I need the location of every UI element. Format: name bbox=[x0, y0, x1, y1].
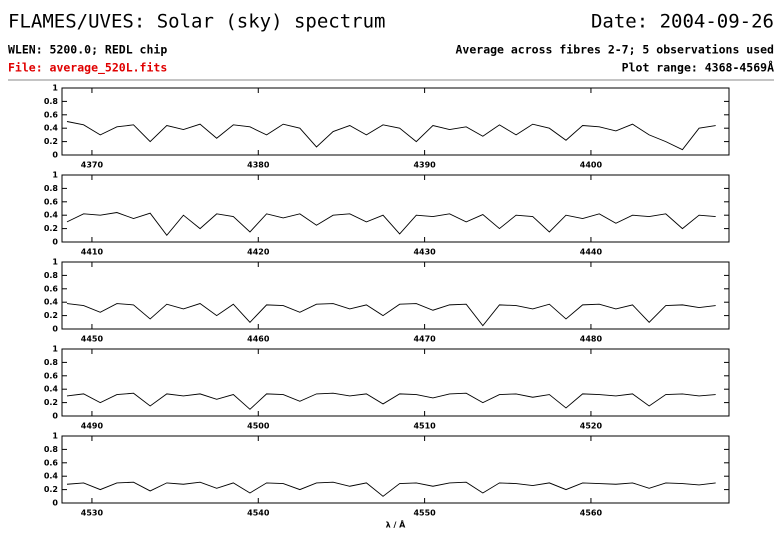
panel-frame bbox=[61, 87, 730, 156]
x-tick-label: 4520 bbox=[580, 422, 603, 431]
x-tick-label: 4370 bbox=[81, 161, 104, 170]
spectrum-line bbox=[66, 392, 716, 410]
x-tick-label: 4400 bbox=[580, 161, 603, 170]
y-tick-label: 0.4 bbox=[44, 298, 59, 307]
y-tick-label: 0 bbox=[52, 151, 58, 160]
y-tick-label: 0.4 bbox=[44, 211, 59, 220]
y-tick-label: 0.6 bbox=[44, 197, 59, 206]
panel-frame bbox=[61, 435, 730, 504]
plot-range: Plot range: 4368-4569Å bbox=[622, 60, 774, 75]
x-tick-label: 4490 bbox=[81, 422, 104, 431]
y-tick-label: 1 bbox=[52, 258, 58, 267]
y-tick-label: 1 bbox=[52, 171, 58, 180]
averaging: Average across fibres 2-7; 5 observation… bbox=[456, 43, 775, 57]
date: Date: 2004-09-26 bbox=[591, 11, 774, 33]
spectrum-line bbox=[66, 303, 716, 327]
y-tick-label: 0.8 bbox=[44, 358, 59, 367]
spectrum-line bbox=[66, 121, 716, 151]
x-tick-label: 4560 bbox=[580, 509, 603, 518]
y-tick-label: 0.2 bbox=[44, 485, 58, 494]
spectrum-line bbox=[66, 481, 716, 497]
x-tick-label: 4380 bbox=[247, 161, 270, 170]
spectrum-line bbox=[66, 212, 716, 237]
y-tick-label: 0 bbox=[52, 412, 58, 421]
x-tick-label: 4420 bbox=[247, 248, 270, 257]
x-tick-label: 4470 bbox=[413, 335, 436, 344]
panel-frame bbox=[61, 348, 730, 417]
x-tick-label: 4540 bbox=[247, 509, 270, 518]
x-tick-label: 4410 bbox=[81, 248, 104, 257]
y-tick-label: 0 bbox=[52, 499, 58, 508]
y-tick-label: 0.6 bbox=[44, 284, 59, 293]
y-tick-label: 0.4 bbox=[44, 472, 59, 481]
y-tick-label: 0.6 bbox=[44, 371, 59, 380]
y-tick-label: 0.8 bbox=[44, 97, 59, 106]
y-tick-label: 0.4 bbox=[44, 124, 59, 133]
y-tick-label: 0.4 bbox=[44, 385, 59, 394]
y-tick-label: 1 bbox=[52, 84, 58, 93]
x-tick-label: 4550 bbox=[413, 509, 436, 518]
y-tick-label: 0.2 bbox=[44, 398, 58, 407]
x-tick-label: 4440 bbox=[580, 248, 603, 257]
x-tick-label: 4450 bbox=[81, 335, 104, 344]
x-tick-label: 4510 bbox=[413, 422, 436, 431]
y-tick-label: 0.2 bbox=[44, 137, 58, 146]
y-tick-label: 0.6 bbox=[44, 110, 59, 119]
y-tick-label: 0.8 bbox=[44, 445, 59, 454]
y-tick-label: 1 bbox=[52, 432, 58, 441]
x-axis-label: λ / Å bbox=[386, 520, 407, 530]
panel-frame bbox=[61, 261, 730, 330]
x-tick-label: 4500 bbox=[247, 422, 270, 431]
y-tick-label: 0.8 bbox=[44, 184, 59, 193]
y-tick-label: 0.6 bbox=[44, 458, 59, 467]
y-tick-label: 0 bbox=[52, 238, 58, 247]
page-title: FLAMES/UVES: Solar (sky) spectrum bbox=[8, 11, 386, 33]
y-tick-label: 1 bbox=[52, 345, 58, 354]
x-tick-label: 4460 bbox=[247, 335, 270, 344]
y-tick-label: 0.2 bbox=[44, 311, 58, 320]
x-tick-label: 4530 bbox=[81, 509, 104, 518]
panel-frame bbox=[61, 174, 730, 243]
file: File: average_520L.fits bbox=[8, 61, 167, 76]
y-tick-label: 0 bbox=[52, 325, 58, 334]
x-tick-label: 4430 bbox=[413, 248, 436, 257]
x-tick-label: 4480 bbox=[580, 335, 603, 344]
x-tick-label: 4390 bbox=[413, 161, 436, 170]
y-tick-label: 0.8 bbox=[44, 271, 59, 280]
y-tick-label: 0.2 bbox=[44, 224, 58, 233]
wlen: WLEN: 5200.0; REDL chip bbox=[8, 43, 167, 57]
